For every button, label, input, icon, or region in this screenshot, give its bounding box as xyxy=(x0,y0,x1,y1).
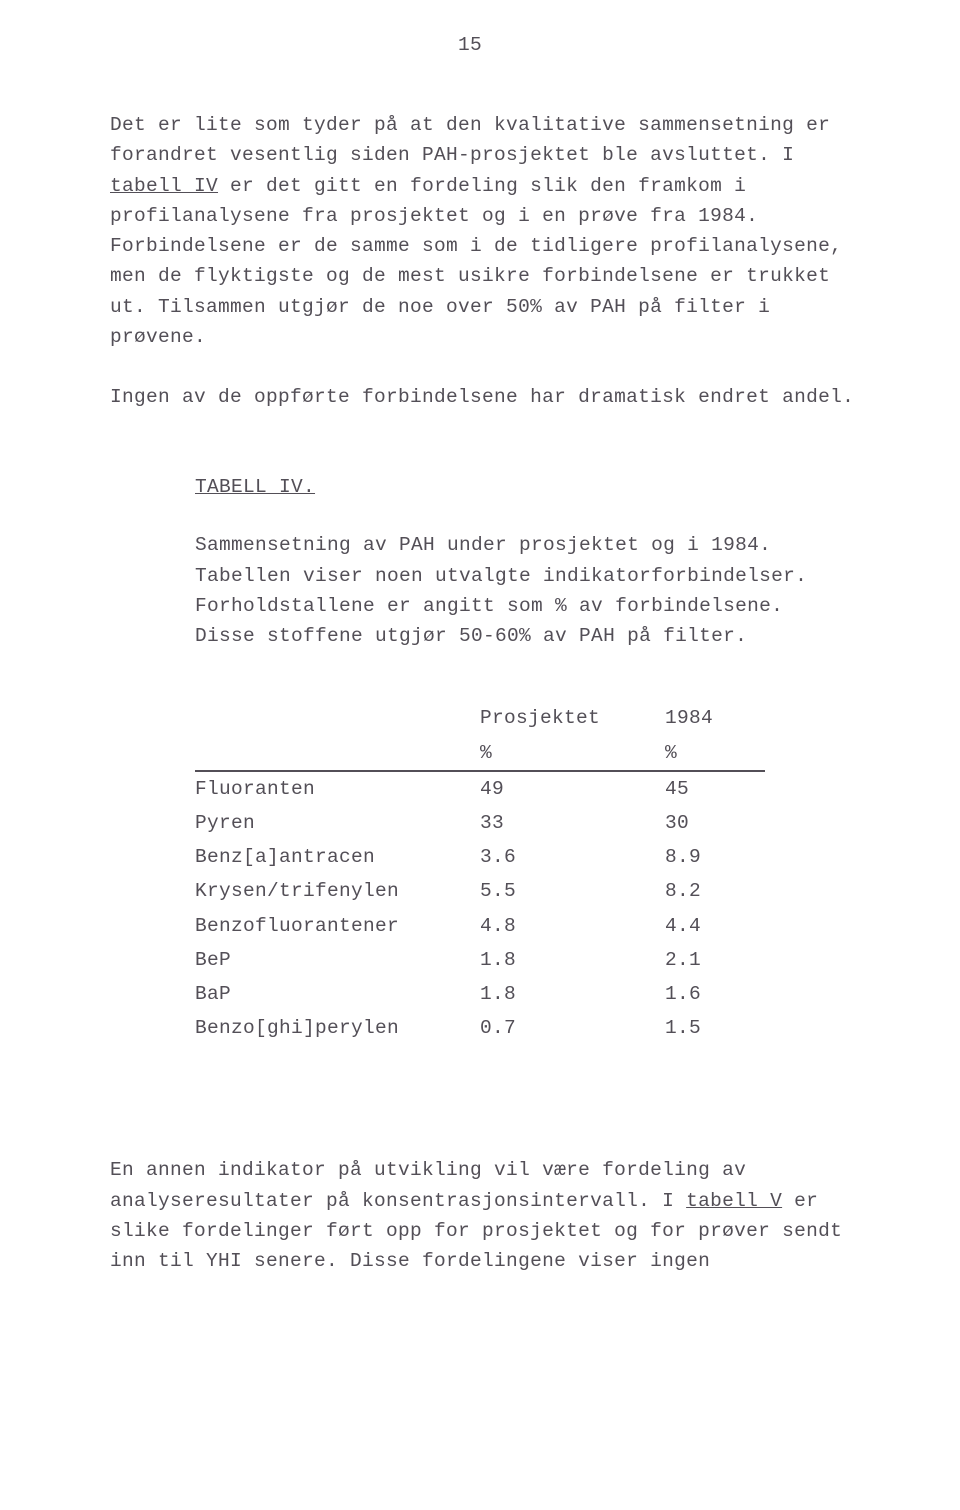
value-prosjektet: 33 xyxy=(480,806,665,840)
paragraph-2: Ingen av de oppførte forbindelsene har d… xyxy=(110,382,870,412)
table-header-1984: 1984 xyxy=(665,701,765,735)
table-heading-label: TABELL IV. xyxy=(195,476,315,498)
table-row: Fluoranten4945 xyxy=(195,771,765,806)
table-header-pct2: % xyxy=(665,736,765,771)
table-row: BaP1.81.6 xyxy=(195,977,765,1011)
value-prosjektet: 1.8 xyxy=(480,943,665,977)
compound-name: Benzo[ghi]perylen xyxy=(195,1011,480,1045)
compound-name: Fluoranten xyxy=(195,771,480,806)
paragraph-1: Det er lite som tyder på at den kvalitat… xyxy=(110,110,870,352)
value-1984: 1.6 xyxy=(665,977,765,1011)
table-header-row-2: % % xyxy=(195,736,765,771)
value-prosjektet: 1.8 xyxy=(480,977,665,1011)
value-1984: 2.1 xyxy=(665,943,765,977)
value-1984: 45 xyxy=(665,771,765,806)
table-row: Benzo[ghi]perylen0.71.5 xyxy=(195,1011,765,1045)
document-page: 15 Det er lite som tyder på at den kvali… xyxy=(0,0,960,1510)
compound-name: BaP xyxy=(195,977,480,1011)
value-1984: 4.4 xyxy=(665,909,765,943)
compound-name: Benz[a]antracen xyxy=(195,840,480,874)
value-prosjektet: 4.8 xyxy=(480,909,665,943)
table-header-blank xyxy=(195,701,480,735)
table-caption: Sammensetning av PAH under prosjektet og… xyxy=(195,530,830,651)
table-header-prosjektet: Prosjektet xyxy=(480,701,665,735)
paragraph-3-text-a: En annen indikator på utvikling vil være… xyxy=(110,1159,746,1211)
table-header-blank2 xyxy=(195,736,480,771)
pah-table: Prosjektet 1984 % % Fluoranten4945Pyren3… xyxy=(195,701,765,1045)
tabell-v-reference: tabell V xyxy=(686,1190,782,1212)
value-1984: 8.2 xyxy=(665,874,765,908)
compound-name: Benzofluorantener xyxy=(195,909,480,943)
value-prosjektet: 49 xyxy=(480,771,665,806)
value-1984: 30 xyxy=(665,806,765,840)
table-row: Benz[a]antracen3.68.9 xyxy=(195,840,765,874)
paragraph-1-text-b: er det gitt en fordeling slik den framko… xyxy=(110,175,842,348)
table-row: Pyren3330 xyxy=(195,806,765,840)
value-1984: 8.9 xyxy=(665,840,765,874)
table-header-pct1: % xyxy=(480,736,665,771)
compound-name: Pyren xyxy=(195,806,480,840)
value-prosjektet: 3.6 xyxy=(480,840,665,874)
table-header-row-1: Prosjektet 1984 xyxy=(195,701,765,735)
paragraph-1-text-a: Det er lite som tyder på at den kvalitat… xyxy=(110,114,830,166)
value-prosjektet: 5.5 xyxy=(480,874,665,908)
compound-name: Krysen/trifenylen xyxy=(195,874,480,908)
page-number: 15 xyxy=(70,30,870,60)
table-body: Fluoranten4945Pyren3330Benz[a]antracen3.… xyxy=(195,771,765,1046)
value-prosjektet: 0.7 xyxy=(480,1011,665,1045)
paragraph-3: En annen indikator på utvikling vil være… xyxy=(110,1155,870,1276)
table-row: Benzofluorantener4.84.4 xyxy=(195,909,765,943)
table-heading: TABELL IV. xyxy=(195,472,870,502)
table-row: BeP1.82.1 xyxy=(195,943,765,977)
tabell-iv-reference: tabell IV xyxy=(110,175,218,197)
value-1984: 1.5 xyxy=(665,1011,765,1045)
compound-name: BeP xyxy=(195,943,480,977)
table-row: Krysen/trifenylen5.58.2 xyxy=(195,874,765,908)
